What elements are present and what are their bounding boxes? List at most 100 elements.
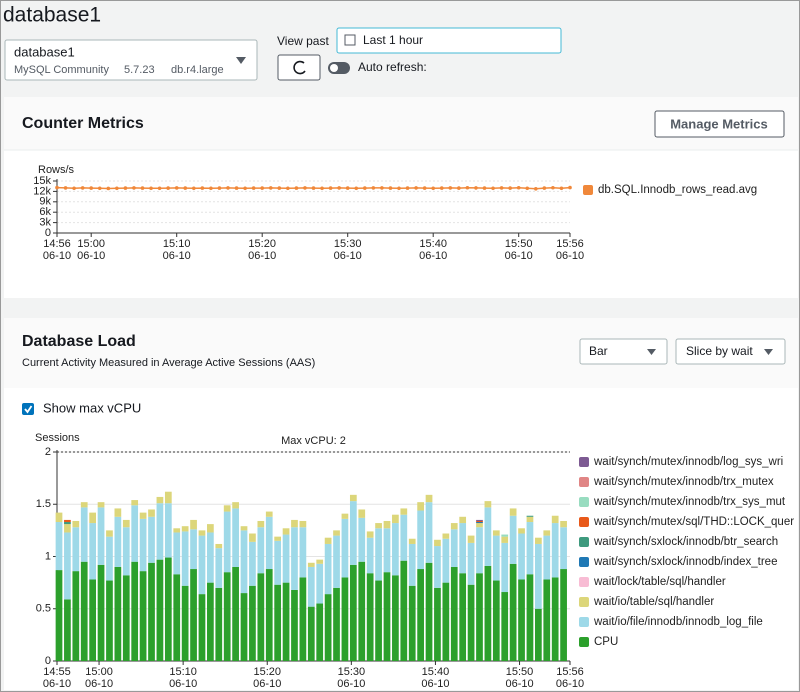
- legend-swatch: [579, 537, 589, 547]
- refresh-button[interactable]: [277, 54, 321, 81]
- bar-segment: [526, 515, 534, 517]
- bar-segment: [249, 585, 256, 661]
- bar-segment: [164, 491, 172, 504]
- point: [431, 186, 436, 191]
- bar-segment: [97, 507, 105, 565]
- bar-segment: [358, 561, 366, 661]
- bar-segment: [232, 502, 239, 509]
- bar-segment: [173, 532, 181, 575]
- x-tick-label: 15:10: [169, 666, 197, 678]
- select-value: Slice by wait: [686, 344, 753, 358]
- chart-type-select[interactable]: [579, 338, 668, 365]
- point: [354, 186, 359, 191]
- point: [166, 186, 170, 190]
- legend-swatch: [579, 557, 589, 567]
- slice-select[interactable]: [675, 338, 786, 365]
- bar-segment: [55, 570, 63, 661]
- bar-segment: [442, 533, 450, 539]
- bar-segment: [55, 522, 63, 571]
- x-tick-label: 06-10: [169, 678, 197, 690]
- bar-segment: [307, 562, 315, 567]
- bar-segment: [207, 524, 214, 533]
- bar-segment: [240, 530, 248, 594]
- time-range-input[interactable]: [336, 27, 562, 54]
- bar-segment: [223, 511, 231, 573]
- point: [534, 187, 538, 191]
- bar-segment: [282, 534, 290, 583]
- bar-segment: [484, 565, 492, 661]
- bar-segment: [198, 530, 206, 536]
- bar-segment: [207, 532, 214, 583]
- bar-segment: [400, 514, 408, 561]
- legend-label: wait/synch/mutex/innodb/log_sys_wri: [593, 456, 783, 468]
- checkbox[interactable]: [22, 403, 34, 415]
- bar-segment: [467, 535, 475, 543]
- bar-segment: [215, 587, 223, 661]
- bar-segment: [164, 503, 172, 558]
- point: [363, 186, 367, 190]
- bar-segment: [543, 530, 551, 536]
- bar-segment: [122, 519, 130, 528]
- y-tick-label: 0: [45, 227, 51, 239]
- bar-segment: [190, 519, 197, 530]
- bar-segment: [131, 500, 139, 506]
- bar-segment: [551, 577, 559, 661]
- bar-segment: [534, 608, 542, 661]
- bar-segment: [164, 557, 172, 661]
- point: [542, 186, 547, 190]
- bar-segment: [560, 569, 567, 661]
- y-tick-label: 2: [45, 446, 51, 458]
- point: [268, 186, 273, 190]
- point: [294, 186, 299, 190]
- bar-segment: [518, 528, 525, 534]
- bar-segment: [375, 523, 382, 529]
- bar-segment: [64, 599, 71, 661]
- bar-segment: [484, 501, 492, 508]
- bar-segment: [97, 564, 105, 661]
- bar-segment: [501, 592, 509, 661]
- bar-segment: [64, 532, 71, 600]
- checkmark: [24, 405, 33, 414]
- x-tick-label: 15:30: [338, 666, 366, 678]
- legend-swatch: [579, 597, 589, 607]
- bar-segment: [392, 523, 399, 576]
- bar-segment: [341, 513, 349, 519]
- bar-segment: [114, 516, 122, 567]
- bar-segment: [366, 573, 374, 661]
- point: [115, 186, 119, 191]
- legend-label: db.SQL.Innodb_rows_read.avg: [598, 184, 757, 196]
- point: [345, 186, 350, 190]
- section-title: Database Load: [22, 333, 136, 350]
- dropdown-caret: [647, 349, 656, 355]
- bar-segment: [274, 584, 282, 661]
- bar-segment: [442, 582, 450, 661]
- bar-segment: [459, 523, 467, 574]
- bar-segment: [291, 527, 298, 590]
- x-tick-label: 06-10: [556, 678, 584, 690]
- bar-segment: [64, 524, 71, 533]
- point: [97, 186, 102, 191]
- point: [226, 186, 230, 190]
- bar-segment: [215, 548, 223, 588]
- x-tick-label: 06-10: [163, 250, 191, 262]
- bar-segment: [106, 530, 113, 537]
- bar-segment: [375, 528, 382, 581]
- bar-segment: [434, 587, 441, 661]
- bar-segment: [324, 594, 332, 661]
- bar-segment: [265, 516, 273, 570]
- manage-metrics-button[interactable]: [654, 110, 785, 138]
- button-label: Manage Metrics: [670, 116, 768, 131]
- y-tick-label: 6k: [39, 206, 51, 218]
- bar-segment: [392, 575, 399, 661]
- point: [311, 186, 316, 190]
- point: [439, 186, 444, 190]
- bar-segment: [232, 508, 239, 567]
- bar-segment: [358, 509, 366, 518]
- bar-segment: [232, 566, 239, 661]
- bar-segment: [501, 534, 509, 537]
- bar-segment: [492, 580, 500, 661]
- instance-select[interactable]: [4, 39, 258, 81]
- point: [63, 186, 68, 190]
- x-tick-label: 06-10: [337, 678, 365, 690]
- x-tick-label: 06-10: [505, 678, 533, 690]
